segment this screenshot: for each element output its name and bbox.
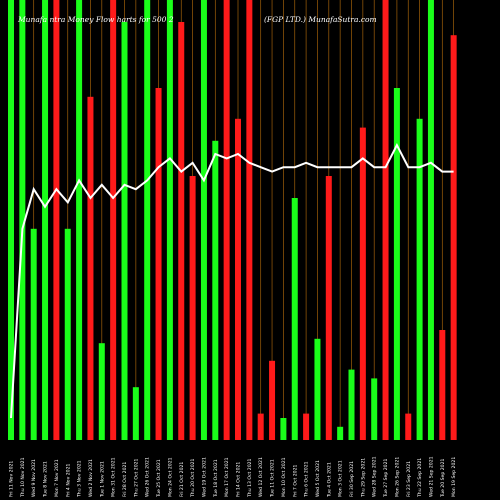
header-right-text: (FGP LTD.) MunafaSutra.com (264, 15, 377, 24)
x-tick-label: Fri 30 Sep 2021 (349, 461, 355, 497)
bar-green (280, 418, 287, 440)
x-tick-label: Mon 26 Sep 2021 (394, 457, 400, 497)
bar-green (42, 0, 49, 440)
bar-red (235, 118, 241, 441)
bar-red (223, 0, 230, 440)
bar-red (87, 96, 94, 441)
bar-green (166, 0, 173, 440)
x-tick-label: Fri 28 Oct 2021 (122, 462, 128, 497)
x-tick-label: Tue 1 Nov 2021 (99, 461, 105, 498)
bar-green (416, 118, 423, 441)
x-tick-label: Mon 17 Oct 2021 (224, 457, 230, 497)
bar-red (257, 413, 264, 440)
bar-green (314, 338, 321, 440)
x-tick-label: Fri 23 Sep 2021 (406, 461, 412, 497)
x-tick-label: Wed 28 Sep 2021 (372, 456, 378, 497)
bar-green (132, 387, 139, 440)
bar-green (30, 228, 37, 440)
bar-red (246, 0, 253, 440)
bar-green (121, 22, 128, 440)
bar-red (439, 330, 446, 440)
x-tick-label: Wed 21 Sep 2021 (428, 456, 434, 497)
bar-red (53, 0, 60, 440)
bar-green (98, 343, 105, 440)
x-tick-label: Fri 14 Oct 2021 (236, 462, 242, 497)
bar-red (110, 0, 117, 440)
bar-red (359, 127, 366, 440)
x-tick-label: Fri 21 Oct 2021 (179, 462, 185, 497)
x-tick-label: Tue 27 Sep 2021 (383, 459, 389, 498)
x-tick-label: Tue 20 Sep 2021 (440, 459, 446, 498)
money-flow-line (10, 143, 454, 419)
bar-green (291, 198, 298, 440)
x-tick-label: Wed 12 Oct 2021 (258, 457, 264, 497)
money-flow-line-group (10, 143, 454, 419)
bar-green (144, 0, 151, 440)
x-tick-label: Mon 7 Nov 2021 (54, 459, 60, 497)
bar-green (348, 369, 355, 440)
bar-green (212, 140, 219, 441)
bar-green (8, 0, 14, 440)
x-tick-label: Thu 6 Oct 2021 (304, 461, 310, 498)
x-tick-label: Tue 25 Oct 2021 (156, 459, 162, 498)
bar-red (405, 413, 412, 440)
x-tick-label: Thu 29 Sep 2021 (360, 458, 366, 498)
bar-green (393, 88, 400, 440)
bars (8, 0, 457, 441)
x-tick-label: Tue 8 Nov 2021 (43, 461, 49, 498)
bar-green (371, 378, 378, 440)
x-tick-label: Thu 13 Oct 2021 (247, 458, 253, 498)
x-tick-labels: Fri 11 Nov 2021 Thu 10 Nov 2021 Wed 9 Nov … (9, 456, 458, 498)
x-tick-label: Tue 4 Oct 2021 (326, 462, 332, 498)
x-tick-label: Thu 22 Sep 2021 (417, 458, 423, 498)
bar-red (382, 0, 389, 440)
bar-red (269, 360, 276, 440)
x-tick-label: Mon 24 Oct 2021 (167, 457, 173, 497)
x-tick-label: Thu 10 Nov 2021 (20, 457, 26, 498)
bar-green (19, 0, 26, 440)
bar-green (200, 0, 207, 440)
x-tick-label: Fri 7 Oct 2021 (292, 465, 298, 497)
bar-red (450, 35, 457, 440)
x-tick-label: Mon 31 Oct 2021 (111, 457, 117, 497)
x-tick-label: Wed 26 Oct 2021 (145, 457, 151, 497)
x-tick-label: Fri 11 Nov 2021 (9, 461, 15, 497)
bar-red (178, 22, 185, 440)
bar-green (337, 426, 344, 440)
x-tick-label: Thu 3 Nov 2021 (77, 460, 83, 498)
bar-red (155, 88, 162, 440)
bar-red (325, 176, 332, 440)
bar-red (189, 176, 196, 440)
x-tick-label: Tue 11 Oct 2021 (270, 459, 276, 498)
bar-green (76, 0, 83, 440)
x-tick-label: Mon 3 Oct 2021 (338, 460, 344, 497)
x-tick-label: Thu 27 Oct 2021 (133, 458, 139, 498)
bar-green (427, 0, 434, 440)
x-tick-label: Thu 20 Oct 2021 (190, 458, 196, 498)
header-left-text: Munafa ntra Money Flow harts for 500 2 (17, 15, 174, 24)
x-tick-label: Tue 18 Oct 2021 (213, 459, 219, 498)
x-tick-label: Mon 19 Sep 2021 (451, 457, 457, 497)
x-tick-label: Wed 2 Nov 2021 (88, 459, 94, 497)
bar-green (64, 228, 71, 440)
x-tick-label: Fri 4 Nov 2021 (65, 463, 71, 497)
bar-red (303, 413, 310, 440)
x-tick-label: Wed 9 Nov 2021 (31, 459, 37, 497)
x-tick-label: Wed 5 Oct 2021 (315, 460, 321, 497)
x-tick-label: Wed 19 Oct 2021 (201, 457, 207, 497)
x-tick-label: Mon 10 Oct 2021 (281, 457, 287, 497)
